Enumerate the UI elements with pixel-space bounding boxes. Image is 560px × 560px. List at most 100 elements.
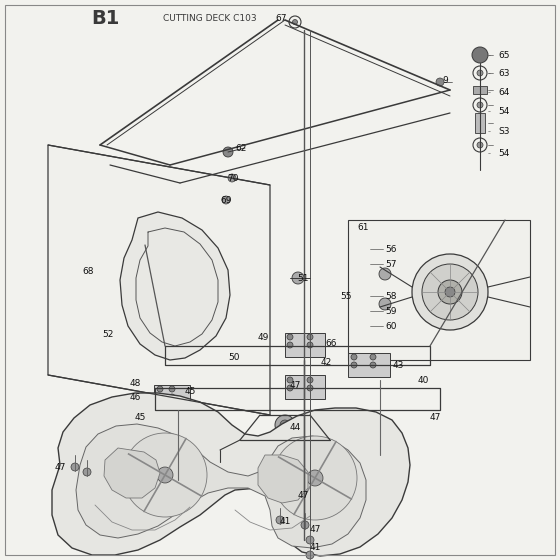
Text: 54: 54 [498,148,510,157]
Circle shape [307,342,313,348]
Text: 47: 47 [430,413,441,422]
Text: 63: 63 [498,68,510,77]
Text: 67: 67 [275,13,287,22]
Bar [154,385,190,405]
Circle shape [477,102,483,108]
Circle shape [307,385,313,391]
Bar [475,113,485,133]
Text: 59: 59 [385,306,396,315]
Circle shape [379,298,391,310]
Circle shape [287,334,293,340]
Text: 64: 64 [498,87,510,96]
Circle shape [228,174,236,182]
Text: CUTTING DECK C103: CUTTING DECK C103 [163,13,257,22]
Bar [473,86,487,94]
Text: 42: 42 [321,357,332,366]
Circle shape [436,78,444,86]
Circle shape [157,394,163,400]
Text: 69: 69 [220,195,231,204]
Polygon shape [76,424,366,548]
Circle shape [287,385,293,391]
Circle shape [307,334,313,340]
Text: 65: 65 [498,50,510,59]
Text: 45: 45 [135,413,146,422]
Text: 43: 43 [393,361,404,370]
Circle shape [301,521,309,529]
Polygon shape [52,393,410,556]
Text: 49: 49 [258,333,269,342]
Polygon shape [348,220,530,360]
Circle shape [292,272,304,284]
Text: 54: 54 [498,106,510,115]
Text: 62: 62 [235,143,246,152]
Circle shape [445,287,455,297]
Text: 68: 68 [82,267,94,276]
Circle shape [169,394,175,400]
Circle shape [123,433,207,517]
Circle shape [477,142,483,148]
Circle shape [307,470,323,486]
Polygon shape [258,455,308,503]
Text: 66: 66 [325,338,337,348]
Text: 40: 40 [418,376,430,385]
Circle shape [351,354,357,360]
Circle shape [292,20,297,25]
Circle shape [306,536,314,544]
Text: 9: 9 [442,76,448,85]
Polygon shape [48,145,270,415]
Polygon shape [104,448,160,498]
Text: 58: 58 [385,292,396,301]
Circle shape [276,516,284,524]
Text: 47: 47 [55,464,67,473]
Bar [285,333,325,357]
Text: 47: 47 [290,380,301,390]
Text: 47: 47 [298,491,309,500]
Circle shape [287,377,293,383]
Circle shape [472,47,488,63]
Circle shape [71,463,79,471]
Bar [285,375,325,399]
Circle shape [169,386,175,392]
Text: 70: 70 [227,174,239,183]
Text: 46: 46 [130,393,141,402]
Text: 61: 61 [357,222,368,231]
Text: 41: 41 [280,517,291,526]
Circle shape [306,551,314,559]
Circle shape [307,377,313,383]
Text: 48: 48 [130,379,141,388]
Circle shape [296,436,304,444]
Bar [348,353,390,377]
Text: 57: 57 [385,259,396,268]
Circle shape [157,467,173,483]
Circle shape [83,468,91,476]
Text: 47: 47 [310,525,321,534]
Text: 52: 52 [102,329,113,338]
Circle shape [275,415,295,435]
Circle shape [223,147,233,157]
Text: 55: 55 [340,292,352,301]
Circle shape [288,436,296,444]
Circle shape [412,254,488,330]
Circle shape [299,422,315,438]
Text: 60: 60 [385,321,396,330]
Circle shape [157,386,163,392]
Circle shape [292,436,300,444]
Circle shape [287,342,293,348]
Text: 56: 56 [385,245,396,254]
Text: S3: S3 [498,127,510,136]
Circle shape [273,436,357,520]
Circle shape [370,354,376,360]
Text: 41: 41 [310,543,321,552]
Polygon shape [120,212,230,360]
Circle shape [370,362,376,368]
Circle shape [438,280,462,304]
Circle shape [477,70,483,76]
Text: 50: 50 [228,352,240,362]
Text: 51: 51 [297,273,309,282]
Circle shape [351,362,357,368]
Text: 45: 45 [185,388,197,396]
Circle shape [280,420,290,430]
Text: 44: 44 [290,423,301,432]
Circle shape [422,264,478,320]
Circle shape [379,268,391,280]
